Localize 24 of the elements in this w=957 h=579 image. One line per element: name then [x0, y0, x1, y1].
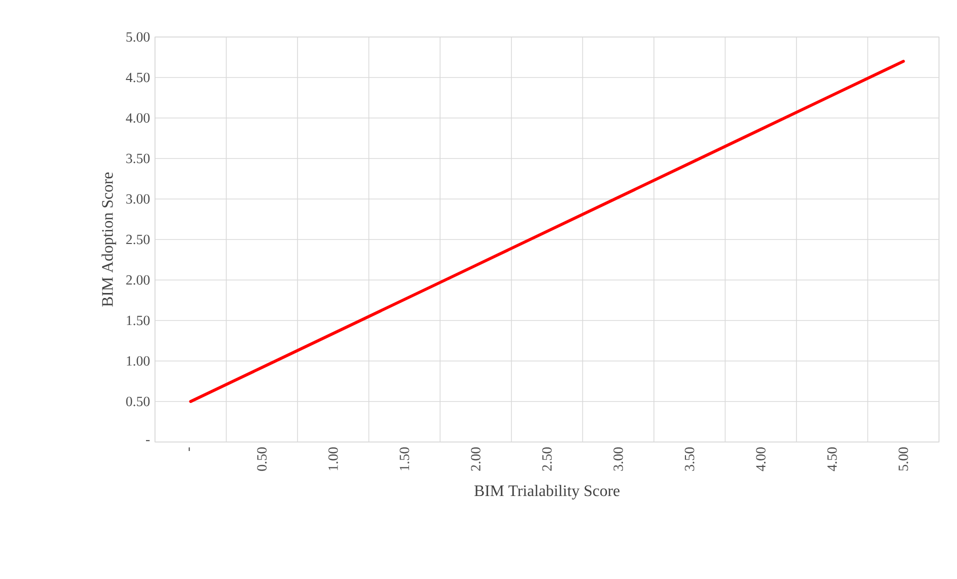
y-tick-label: -	[146, 440, 150, 442]
y-tick-label: 5.00	[126, 32, 150, 42]
x-tick-label: 3.50	[684, 447, 694, 471]
x-tick-label: 1.00	[328, 447, 338, 470]
x-axis-title: BIM Trialability Score	[474, 484, 620, 500]
x-tick-label: 2.00	[470, 447, 480, 471]
y-tick-label: 2.50	[126, 234, 150, 244]
x-tick-label: 5.00	[898, 447, 908, 471]
y-tick-label: 0.50	[126, 396, 150, 406]
y-axis-title: BIM Adoption Score	[102, 172, 116, 307]
y-tick-label: 4.50	[126, 72, 150, 82]
y-tick-label: 1.50	[126, 316, 150, 326]
x-tick-label: 3.00	[614, 447, 624, 471]
y-tick-label: 3.00	[126, 194, 150, 204]
x-tick-label: 4.00	[756, 447, 766, 472]
x-tick-label: -	[188, 447, 190, 452]
x-tick-label: 0.50	[257, 447, 267, 471]
x-tick-label: 2.50	[542, 447, 552, 471]
y-tick-label: 3.50	[126, 154, 150, 164]
x-tick-label: 1.50	[400, 447, 410, 470]
x-tick-label: 4.50	[827, 447, 837, 472]
y-tick-label: 2.00	[126, 275, 150, 285]
y-tick-label: 1.00	[126, 356, 150, 366]
y-tick-label: 4.00	[126, 113, 150, 123]
